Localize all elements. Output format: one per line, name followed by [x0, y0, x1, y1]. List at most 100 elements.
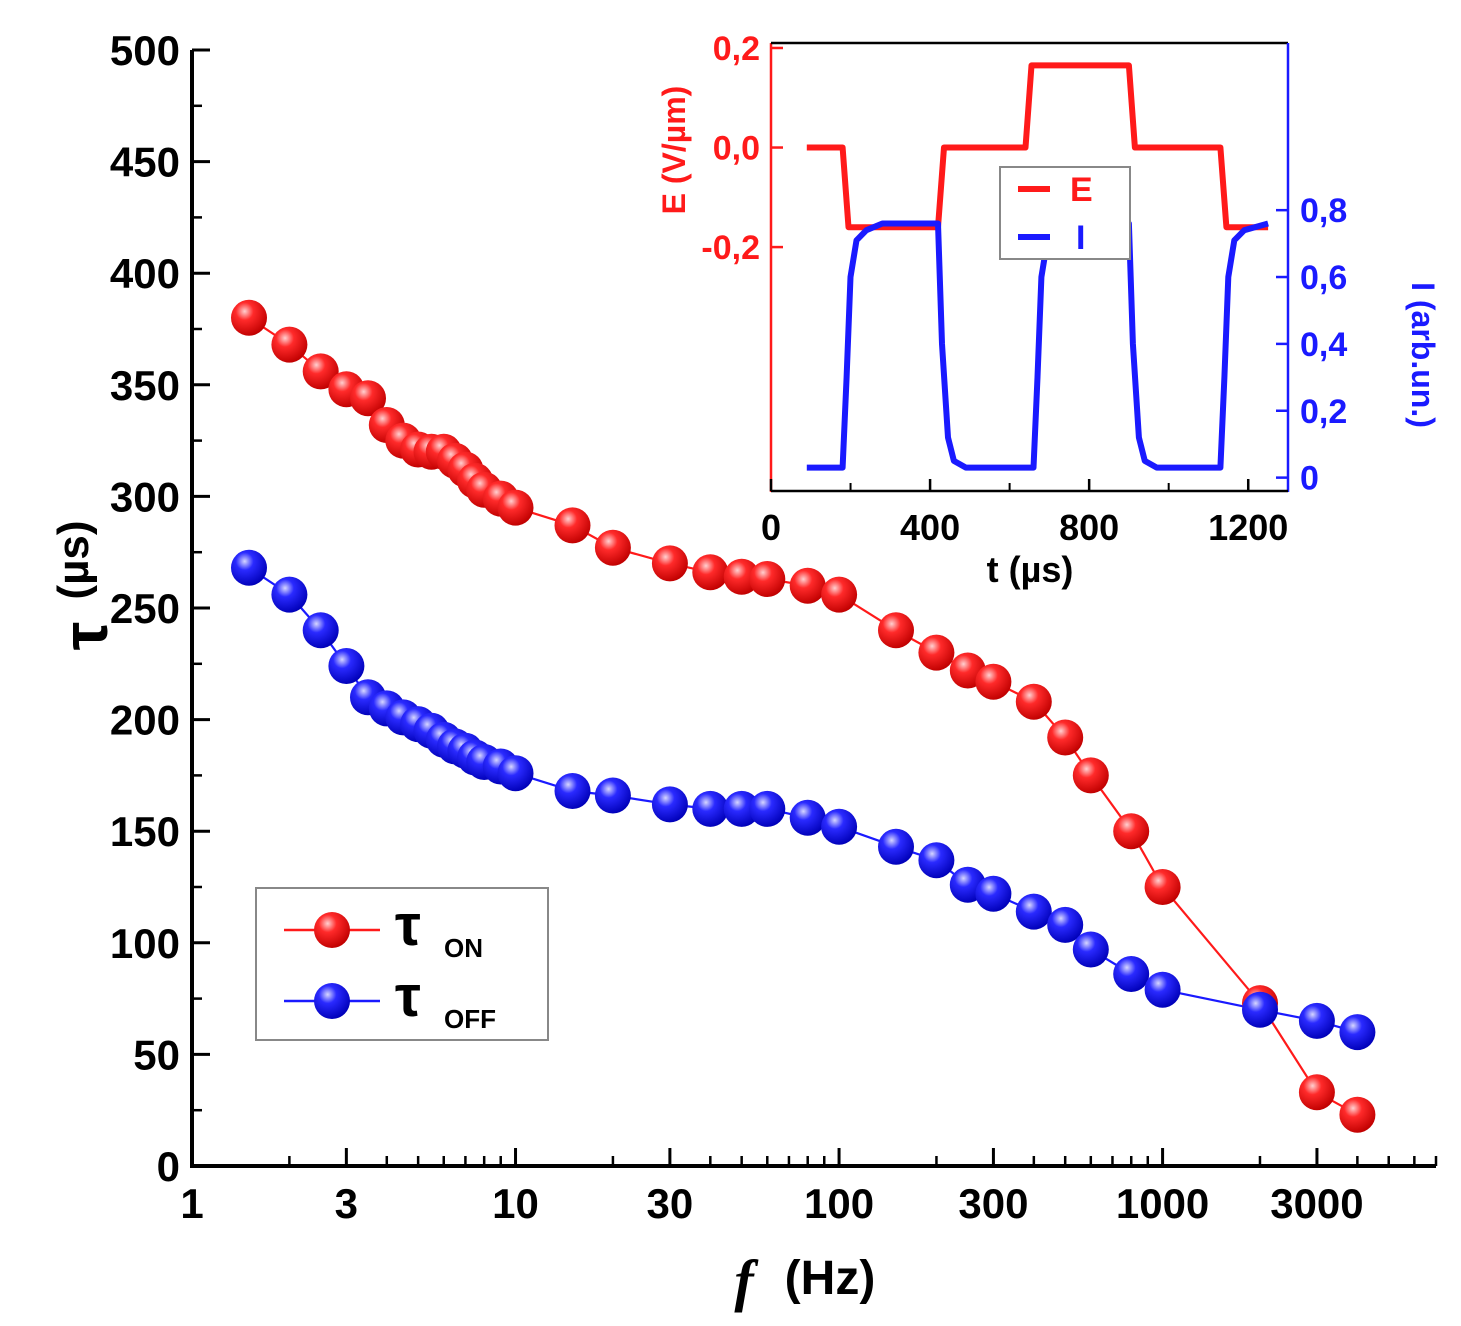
inset-x-tick-label: 800	[1059, 507, 1119, 548]
data-point-ton	[554, 507, 591, 544]
data-point-ton	[692, 554, 729, 591]
main-legend-box	[255, 887, 549, 1041]
data-point-toff	[497, 755, 534, 792]
main-y-tick-label: 400	[110, 250, 180, 297]
inset-right-tick-label: 0,2	[1300, 393, 1347, 431]
inset-legend: E I	[999, 166, 1131, 260]
main-x-tick-label: 3000	[1270, 1180, 1363, 1227]
data-point-ton	[497, 489, 534, 526]
main-x-tick-label: 300	[958, 1180, 1028, 1227]
data-point-ton	[821, 576, 858, 613]
legend-entry-ton: τ ON	[284, 893, 483, 963]
data-point-toff	[328, 648, 365, 684]
data-point-ton	[1072, 757, 1109, 794]
data-point-ton	[651, 545, 688, 582]
inset-x-tick-label: 1200	[1208, 507, 1288, 548]
main-x-tick-label: 30	[647, 1180, 694, 1227]
data-point-toff	[1047, 906, 1084, 943]
main-plot: 1 3 10 30 100 300 1000 3000 0 50 100 150 200 250 300 3…	[49, 27, 1438, 1313]
main-y-axis-symbol: τ	[49, 622, 121, 651]
inset-x-tick-label: 0	[761, 507, 781, 548]
inset-left-ticks: 0,2 0,0 -0,2	[701, 30, 783, 267]
main-y-tick-label: 450	[110, 139, 180, 186]
data-point-ton	[1047, 719, 1084, 756]
inset-x-ticks: 0 400 800 1200	[761, 479, 1288, 548]
inset-x-axis-label: t (µs)	[987, 549, 1074, 590]
inset-right-ticks: 0 0,2 0,4 0,6 0,8	[1276, 192, 1347, 498]
main-x-tick-label: 3	[335, 1180, 358, 1227]
inset-plot: 0 400 800 1200 0,2 0,0 -0,2 0 0,2 0,4 0,6 0,8 t (…	[656, 30, 1441, 590]
legend-marker-ton	[314, 912, 350, 948]
data-point-toff	[789, 799, 826, 836]
data-point-toff	[1015, 893, 1052, 930]
main-x-tick-label: 1	[180, 1180, 203, 1227]
main-y-tick-label: 350	[110, 362, 180, 409]
data-point-ton	[749, 561, 786, 597]
inset-right-tick-label: 0,4	[1300, 326, 1347, 364]
inset-legend-label-e: E	[1070, 171, 1093, 209]
inset-left-tick-label: 0,0	[713, 130, 760, 168]
inset-x-tick-label: 400	[900, 507, 960, 548]
data-point-toff	[651, 786, 688, 823]
data-point-toff	[918, 842, 955, 879]
data-point-toff	[821, 808, 858, 845]
data-point-toff	[749, 790, 786, 827]
legend-symbol-toff: τ	[395, 964, 421, 1029]
data-point-toff	[692, 790, 729, 827]
legend-sub-ton: ON	[444, 933, 483, 963]
data-point-ton	[1015, 683, 1052, 720]
main-y-tick-label: 200	[110, 697, 180, 744]
data-point-ton	[1144, 869, 1181, 905]
inset-series-e	[806, 62, 1269, 231]
main-x-ticks: 1 3 10 30 100 300 1000 3000	[180, 1148, 1438, 1227]
inset-right-axis-label: I (arb.un.)	[1405, 282, 1441, 428]
inset-series	[806, 62, 1269, 471]
inset-right-tick-label: 0,6	[1300, 259, 1347, 297]
data-point-ton	[878, 612, 914, 649]
data-point-ton	[975, 663, 1012, 700]
main-y-tick-label: 500	[110, 27, 180, 74]
inset-left-tick-label: -0,2	[701, 229, 760, 267]
main-legend: τ ON τ OFF	[255, 887, 549, 1041]
data-point-ton	[1113, 813, 1150, 850]
data-point-toff	[1072, 931, 1109, 968]
data-point-ton	[350, 380, 386, 417]
main-series-points	[231, 299, 1376, 1133]
data-point-toff	[1339, 1014, 1376, 1051]
data-point-toff	[554, 773, 591, 809]
main-x-tick-label: 1000	[1116, 1180, 1209, 1227]
data-point-toff	[1298, 1002, 1335, 1039]
data-point-toff	[1144, 971, 1181, 1008]
data-point-ton	[1298, 1074, 1335, 1111]
data-point-ton	[789, 567, 826, 604]
data-point-ton	[1339, 1096, 1376, 1133]
data-point-ton	[302, 353, 339, 390]
main-y-ticks: 0 50 100 150 200 250 300 350 400 450 500	[110, 27, 210, 1190]
main-x-axis-symbol: f	[734, 1248, 759, 1313]
main-x-axis-label: (Hz)	[785, 1252, 876, 1305]
main-y-axis-label: (µs)	[49, 520, 98, 599]
main-y-tick-label: 150	[110, 808, 180, 855]
data-point-toff	[1242, 991, 1278, 1028]
data-point-ton	[594, 529, 631, 566]
data-point-toff	[302, 612, 339, 649]
main-x-tick-label: 10	[492, 1180, 539, 1227]
inset-left-tick-label: 0,2	[713, 30, 760, 68]
main-y-tick-label: 0	[157, 1143, 180, 1190]
inset-right-tick-label: 0	[1300, 460, 1319, 498]
inset-left-axis-label: E (V/µm)	[656, 86, 692, 215]
legend-marker-toff	[314, 983, 350, 1019]
legend-sub-toff: OFF	[444, 1004, 496, 1034]
data-point-toff	[231, 549, 267, 586]
inset-series-i	[806, 220, 1269, 471]
inset-legend-label-i: I	[1076, 219, 1085, 257]
data-point-ton	[231, 299, 267, 336]
data-point-toff	[594, 777, 631, 814]
data-point-toff	[975, 875, 1012, 912]
legend-symbol-ton: τ	[395, 893, 421, 958]
main-y-tick-label: 50	[133, 1031, 180, 1078]
main-y-tick-label: 100	[110, 920, 180, 967]
data-point-ton	[271, 326, 308, 363]
